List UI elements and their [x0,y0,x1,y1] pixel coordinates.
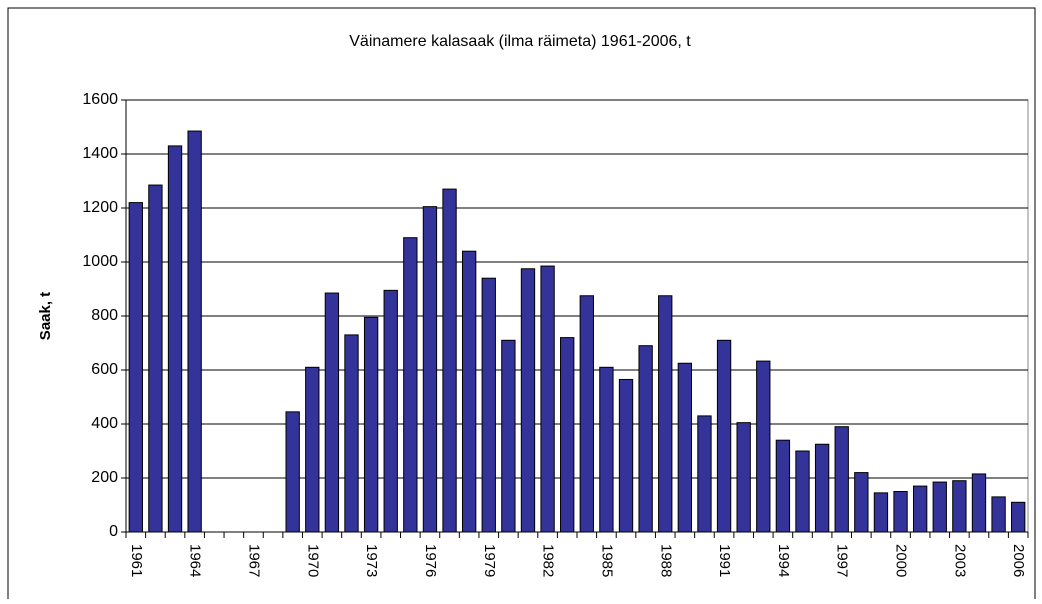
y-tick-label: 800 [91,307,118,324]
bar [422,206,438,533]
bar [501,339,516,533]
bar [854,472,869,533]
x-tick-label: 1961 [128,544,145,577]
x-tick-label: 1970 [304,544,321,577]
bar [305,366,320,533]
bar [795,450,810,533]
x-tick-label: 1976 [422,544,439,577]
bar [324,292,340,533]
x-tick-label: 1967 [245,544,262,577]
bar [618,378,634,533]
y-tick-label: 200 [91,469,118,486]
bar [128,202,143,533]
y-tick-label: 600 [91,361,118,378]
y-tick-label: 400 [91,415,118,432]
y-tick-label: 1000 [82,253,118,270]
y-tick-label: 1400 [82,145,118,162]
x-tick-label: 1991 [716,544,733,577]
bar [148,184,163,533]
bar [971,473,987,533]
bar [893,491,908,533]
x-tick-label: 2006 [1010,544,1027,577]
x-tick-label: 1973 [363,544,380,577]
x-tick-label: 1982 [540,544,557,577]
bar [658,295,673,533]
x-tick-label: 2000 [893,544,910,577]
x-tick-label: 2003 [951,544,968,577]
y-tick-label: 1200 [82,199,118,216]
bar [344,334,359,533]
bar [540,265,555,533]
bar [461,250,477,533]
bar [285,411,300,533]
bar [383,289,398,533]
bar [442,188,457,533]
x-tick-label: 1979 [481,544,498,577]
x-tick-label: 1964 [187,544,204,577]
bar [520,268,536,533]
bar [736,422,751,533]
bar [932,481,947,533]
bar [756,360,771,533]
bar [187,130,202,533]
chart-title: Väinamere kalasaak (ilma räimeta) 1961-2… [349,33,691,50]
bar [697,415,712,533]
bar [912,485,928,533]
bar [167,145,183,533]
bar [481,277,496,533]
x-tick-label: 1994 [775,544,792,577]
bar [579,295,594,533]
x-tick-label: 1997 [834,544,851,577]
bar [873,492,889,533]
bar [677,362,693,533]
bar [814,443,830,533]
bar [952,480,967,533]
bar [599,366,614,533]
bar [834,426,849,533]
bar [363,316,379,533]
bar [716,339,732,533]
bar [560,337,575,533]
bar [775,439,791,533]
y-tick-label: 0 [109,523,118,540]
x-tick-label: 1985 [598,544,615,577]
y-tick-label: 1600 [82,91,118,108]
x-tick-label: 1988 [657,544,674,577]
bar [403,237,418,533]
bar [991,496,1006,533]
y-axis-label: Saak, t [37,292,54,340]
bar [638,345,653,533]
bar [1011,501,1026,533]
